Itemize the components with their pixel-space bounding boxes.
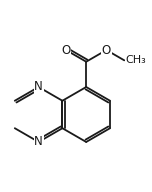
Text: O: O — [61, 44, 71, 56]
Text: O: O — [102, 44, 111, 56]
Text: N: N — [34, 80, 43, 94]
Text: CH₃: CH₃ — [125, 55, 146, 65]
Text: N: N — [34, 136, 43, 148]
